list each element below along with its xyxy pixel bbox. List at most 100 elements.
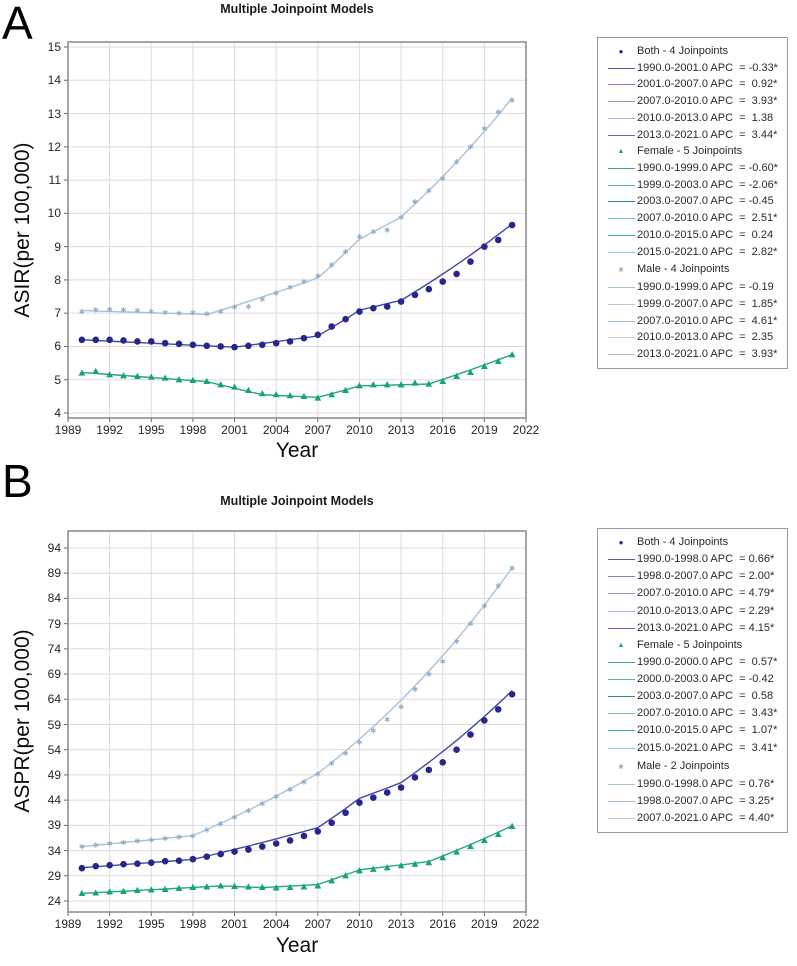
marker-star: [495, 583, 501, 589]
legend-segment-row: 2013.0-2021.0 APC = 3.44*: [605, 129, 782, 141]
legend-row-text: 2007.0-2010.0 APC = 4.79*: [637, 587, 775, 600]
legend-line-swatch: [607, 713, 635, 715]
marker-triangle: [272, 391, 280, 398]
legend-line-swatch-cell: [605, 800, 637, 802]
marker-triangle: [286, 392, 294, 399]
y-tick-label: 79: [47, 616, 61, 631]
marker-dot: [425, 766, 433, 774]
marker-triangle: [272, 884, 280, 891]
y-tick-label: 10: [47, 206, 61, 221]
marker-triangle: [494, 357, 502, 365]
marker-dot: [175, 857, 183, 864]
marker-triangle: [217, 882, 225, 889]
marker-star: [453, 159, 460, 165]
marker-triangle: [245, 883, 252, 890]
legend-line-swatch: [607, 818, 635, 819]
legend-segment-row: 2007.0-2010.0 APC = 4.61*: [605, 315, 782, 327]
triangle-marker-icon: ▲: [617, 148, 625, 156]
legend-segment-row: 2007.0-2010.0 APC = 3.93*: [605, 96, 782, 107]
marker-star: [329, 262, 335, 268]
marker-triangle: [411, 379, 419, 386]
y-tick-label: 8: [54, 272, 61, 287]
marker-dot: [356, 799, 363, 806]
marker-star: [162, 309, 168, 316]
legend-segment-row: 2013.0-2021.0 APC = 3.93*: [605, 348, 782, 360]
legend-segment-row: 2001.0-2007.0 APC = 0.92*: [605, 79, 782, 90]
marker-triangle: [189, 376, 197, 383]
marker-dot: [494, 706, 502, 713]
marker-dot: [259, 843, 266, 850]
y-tick-label: 34: [47, 843, 61, 858]
marker-star: [120, 307, 127, 313]
legend-row-text: 2010.0-2013.0 APC = 1.38: [637, 111, 774, 124]
legend-line-swatch-cell: [605, 337, 637, 339]
marker-dot: [189, 341, 197, 349]
panel-b-title: Multiple Joinpoint Models: [220, 494, 374, 508]
y-tick-label: 39: [47, 818, 61, 833]
marker-dot: [217, 850, 224, 858]
marker-star: [79, 308, 85, 315]
marker-star: [342, 248, 349, 255]
y-tick-label: 4: [54, 406, 61, 420]
marker-triangle: [133, 886, 141, 894]
x-tick-label: 2004: [262, 423, 290, 437]
legend-line-swatch-cell: [605, 101, 637, 103]
legend-line-swatch: [607, 251, 635, 253]
x-tick-label: 2019: [471, 423, 498, 437]
marker-dot: [189, 855, 197, 863]
legend-line-swatch: [607, 101, 635, 103]
marker-triangle: [258, 390, 266, 397]
y-tick-label: 89: [47, 566, 61, 581]
marker-triangle: [133, 372, 141, 379]
panel-a-legend: ● Both - 4 Joinpoints 1990.0-2001.0 APC = …: [597, 37, 788, 369]
legend-marker-swatch: *: [605, 760, 637, 776]
marker-star: [467, 620, 474, 627]
legend-line-swatch: [607, 747, 635, 749]
marker-triangle: [92, 367, 100, 375]
panel-a-plot-border: [67, 41, 527, 419]
legend-line-swatch-cell: [605, 559, 637, 561]
panel-a-x-axis-label: Year: [275, 439, 319, 462]
legend-segment-row: 1999.0-2007.0 APC = 1.85*: [605, 298, 782, 310]
marker-triangle: [342, 386, 349, 393]
marker-star: [218, 308, 224, 315]
marker-dot: [481, 243, 488, 250]
marker-star: [107, 840, 113, 847]
legend-marker-swatch: ●: [605, 47, 637, 56]
marker-star: [245, 808, 252, 814]
legend-segment-row: 2003.0-2007.0 APC = -0.45: [605, 196, 782, 207]
marker-star: [134, 838, 141, 844]
marker-star: [93, 842, 99, 848]
legend-segment-row: 1990.0-1999.0 APC = -0.19: [605, 282, 782, 293]
legend-line-swatch: [607, 218, 635, 220]
marker-star: [93, 307, 99, 313]
marker-triangle: [480, 836, 488, 844]
marker-star: [231, 814, 238, 820]
legend-segment-row: 1998.0-2007.0 APC = 3.25*: [605, 795, 782, 807]
legend-line-swatch: [607, 783, 635, 785]
star-marker-icon: *: [618, 760, 624, 776]
legend-row-text: 2007.0-2021.0 APC = 4.40*: [637, 812, 775, 824]
legend-row-text: Male - 4 Joinpoints: [637, 263, 730, 276]
legend-row-text: 1998.0-2007.0 APC = 2.00*: [637, 570, 775, 583]
marker-dot: [147, 859, 155, 866]
triangle-marker-icon: ▲: [617, 641, 625, 649]
legend-series-header: ● Both - 4 Joinpoints: [605, 537, 782, 548]
marker-triangle: [203, 883, 211, 890]
marker-star: [148, 308, 154, 315]
legend-line-swatch-cell: [605, 593, 637, 595]
legend-segment-row: 2007.0-2010.0 APC = 2.51*: [605, 213, 782, 224]
panel-a-series-male: [79, 97, 515, 317]
marker-dot: [356, 308, 363, 315]
legend-row-text: 1990.0-1998.0 APC = 0.66*: [637, 553, 775, 566]
legend-row-text: 2010.0-2013.0 APC = 2.35: [637, 331, 774, 344]
x-tick-label: 2019: [471, 917, 498, 931]
dot-marker-icon: ●: [618, 537, 624, 547]
legend-line-swatch-cell: [605, 661, 637, 663]
marker-star: [259, 800, 265, 807]
legend-row-text: Both - 4 Joinpoints: [637, 536, 729, 548]
marker-star: [204, 311, 210, 317]
marker-star: [245, 303, 252, 310]
marker-star: [79, 843, 85, 850]
legend-line-swatch: [607, 353, 635, 355]
